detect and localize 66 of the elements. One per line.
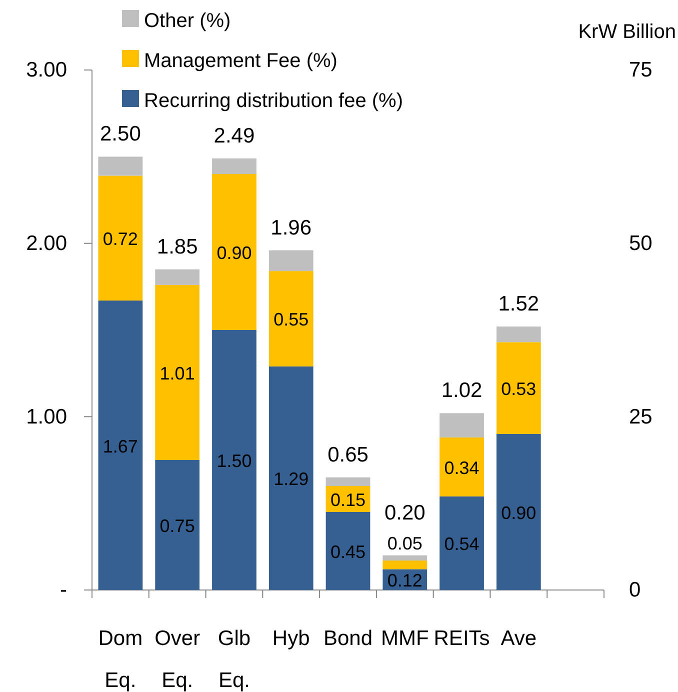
x-tick-label: Glb Eq. xyxy=(218,627,251,692)
y2-tick-label: 50 xyxy=(629,232,652,256)
data-label: 0.90 xyxy=(216,243,252,263)
total-label: 2.49 xyxy=(214,124,255,148)
total-label: 0.65 xyxy=(328,443,368,466)
data-label: 0.55 xyxy=(274,310,309,330)
data-label: 0.90 xyxy=(501,503,536,523)
total-label: 1.52 xyxy=(498,292,540,316)
legend-label: Other (%) xyxy=(144,10,231,32)
data-label: 1.29 xyxy=(274,469,309,490)
total-label: 0.20 xyxy=(384,501,426,524)
bar xyxy=(155,269,200,285)
y2-axis-title: KrW Billion xyxy=(578,21,676,43)
data-label: 1.50 xyxy=(216,451,252,471)
bar xyxy=(268,271,314,366)
bar xyxy=(155,460,200,590)
total-label: 1.85 xyxy=(156,235,198,258)
data-label: 1.67 xyxy=(102,436,138,456)
data-label: 0.45 xyxy=(330,542,366,562)
bar xyxy=(98,156,143,176)
data-label: 0.75 xyxy=(160,516,195,536)
x-tick-label: Bond xyxy=(323,627,373,650)
bar xyxy=(496,342,541,434)
bar xyxy=(98,176,143,301)
x-tick-label: Dom Eq. xyxy=(98,627,143,692)
data-label: 0.12 xyxy=(387,570,422,591)
bar xyxy=(326,477,370,486)
bar xyxy=(212,158,256,174)
x-tick-label: MMF xyxy=(380,627,429,650)
total-label: 1.02 xyxy=(441,379,482,402)
x-tick-label: Ave xyxy=(500,627,537,650)
bar xyxy=(496,434,541,590)
bar xyxy=(98,300,143,590)
bar xyxy=(212,174,256,330)
bar xyxy=(440,437,484,496)
data-label: 0.34 xyxy=(444,458,480,478)
data-label: 0.54 xyxy=(444,534,480,554)
bar xyxy=(382,560,428,570)
y2-tick-label: 0 xyxy=(629,578,641,602)
bar xyxy=(440,413,484,438)
data-label: 0.05 xyxy=(387,533,422,554)
y-tick-label: 2.00 xyxy=(26,232,67,256)
x-tick-label: Over Eq. xyxy=(154,627,200,692)
y2-tick-label: 75 xyxy=(629,58,652,82)
y-tick-label: 1.00 xyxy=(26,405,67,428)
legend-label: Recurring distribution fee (%) xyxy=(144,90,403,112)
bar xyxy=(268,250,314,272)
legend-label: Management Fee (%) xyxy=(144,50,338,72)
total-label: 1.96 xyxy=(270,216,312,240)
bar xyxy=(326,512,370,590)
data-label: 0.72 xyxy=(102,229,138,250)
data-label: 0.15 xyxy=(330,490,366,510)
total-label: 2.50 xyxy=(100,122,141,146)
y2-tick-label: 25 xyxy=(629,405,652,428)
bar xyxy=(268,366,314,590)
bar xyxy=(496,326,541,342)
y-tick-label: - xyxy=(60,578,67,602)
bar xyxy=(440,496,484,590)
x-tick-label: REITs xyxy=(434,627,490,650)
bar xyxy=(212,330,256,590)
y-tick-label: 3.00 xyxy=(26,58,67,82)
bar xyxy=(155,284,200,460)
data-label: 1.01 xyxy=(160,363,195,384)
bar xyxy=(382,555,428,561)
x-tick-label: Hyb xyxy=(272,627,310,650)
data-label: 0.53 xyxy=(501,379,536,400)
